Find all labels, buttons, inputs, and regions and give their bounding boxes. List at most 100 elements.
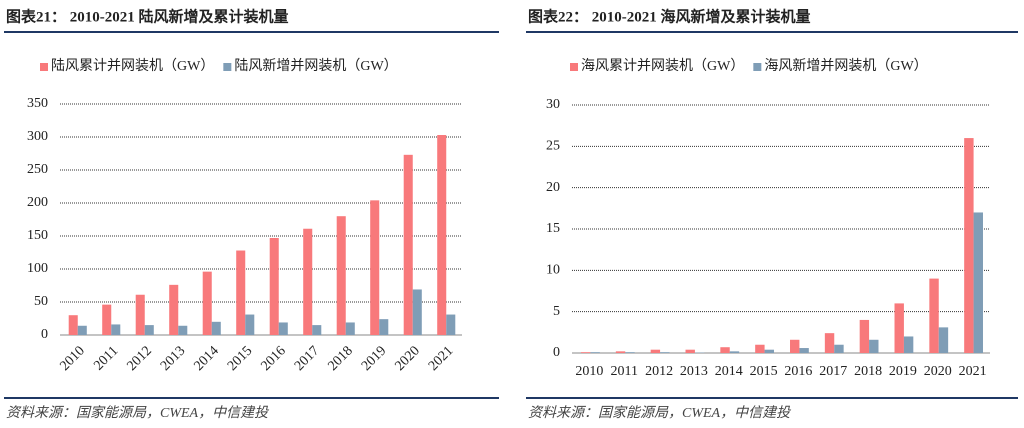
bar — [825, 333, 834, 353]
bar — [730, 351, 739, 353]
bar — [102, 305, 111, 335]
x-tick-label: 2015 — [225, 343, 255, 373]
bar — [616, 351, 625, 353]
x-tick-label: 2015 — [750, 364, 778, 379]
x-tick-label: 2019 — [889, 364, 917, 379]
y-tick-label: 350 — [27, 96, 48, 111]
x-tick-label: 2011 — [91, 343, 121, 373]
x-tick-label: 2021 — [426, 343, 456, 373]
bar — [279, 322, 288, 335]
x-tick-label: 2010 — [57, 343, 87, 373]
bar — [236, 251, 245, 335]
x-tick-label: 2011 — [611, 364, 638, 379]
bar — [69, 315, 78, 335]
bar — [686, 350, 695, 353]
chart-title: 图表22： 2010-2021 海风新增及累计装机量 — [528, 7, 811, 25]
bar — [303, 229, 312, 335]
bar — [404, 155, 413, 335]
x-tick-label: 2019 — [359, 343, 389, 373]
x-tick-label: 2013 — [680, 364, 708, 379]
chart-title: 图表21： 2010-2021 陆风新增及累计装机量 — [6, 7, 289, 25]
x-tick-label: 2014 — [191, 343, 221, 373]
bar — [904, 336, 913, 353]
y-tick-label: 250 — [27, 162, 48, 177]
x-tick-label: 2018 — [854, 364, 882, 379]
y-tick-label: 50 — [34, 294, 48, 309]
y-tick-label: 0 — [553, 345, 560, 360]
bar — [446, 315, 455, 335]
bar — [790, 340, 799, 353]
legend-swatch — [570, 63, 578, 71]
bar — [869, 340, 878, 353]
y-tick-label: 300 — [27, 129, 48, 144]
bar — [169, 285, 178, 335]
y-tick-label: 30 — [546, 97, 560, 112]
bar — [78, 326, 87, 335]
bar — [581, 352, 590, 353]
bar — [834, 345, 843, 353]
bar — [312, 325, 321, 335]
x-tick-label: 2018 — [325, 343, 355, 373]
y-tick-label: 150 — [27, 228, 48, 243]
bar — [755, 345, 764, 353]
x-tick-label: 2021 — [959, 364, 987, 379]
legend-swatch — [753, 63, 761, 71]
x-tick-label: 2016 — [258, 343, 288, 373]
bar — [939, 327, 948, 353]
bar — [651, 350, 660, 353]
legend-label: 陆风累计并网装机（GW） — [51, 58, 214, 74]
y-tick-label: 10 — [546, 263, 560, 278]
x-tick-label: 2010 — [575, 364, 603, 379]
y-tick-label: 200 — [27, 195, 48, 210]
x-tick-label: 2012 — [645, 364, 673, 379]
title-rule — [526, 31, 1018, 33]
bar — [590, 352, 599, 353]
bar — [145, 325, 154, 335]
bar — [337, 216, 346, 335]
legend-label: 海风新增并网装机（GW） — [764, 58, 927, 74]
y-tick-label: 25 — [546, 139, 560, 154]
bar — [370, 200, 379, 335]
bar — [212, 322, 221, 335]
bar — [245, 315, 254, 335]
legend-label: 陆风新增并网装机（GW） — [234, 58, 397, 74]
x-tick-label: 2016 — [784, 364, 812, 379]
x-tick-label: 2013 — [158, 343, 188, 373]
x-tick-label: 2012 — [124, 343, 154, 373]
legend-label: 海风累计并网装机（GW） — [581, 58, 744, 74]
y-tick-label: 0 — [41, 327, 48, 342]
bar — [964, 138, 973, 353]
source-note: 资料来源：国家能源局，CWEA，中信建投 — [6, 405, 270, 421]
y-tick-label: 20 — [546, 180, 560, 195]
bottom-rule — [4, 397, 499, 399]
bar — [178, 326, 187, 335]
x-tick-label: 2020 — [924, 364, 952, 379]
bar — [346, 322, 355, 335]
bar — [660, 352, 669, 353]
title-rule — [4, 31, 499, 33]
bar — [625, 352, 634, 353]
bar — [720, 347, 729, 353]
bar — [765, 350, 774, 353]
bar — [270, 238, 279, 335]
bar — [974, 212, 983, 353]
x-tick-label: 2017 — [292, 343, 322, 373]
bar — [437, 135, 446, 335]
source-note: 资料来源：国家能源局，CWEA，中信建投 — [528, 405, 792, 421]
y-tick-label: 100 — [27, 261, 48, 276]
bar — [136, 295, 145, 335]
bar — [203, 272, 212, 335]
bar — [895, 303, 904, 353]
y-tick-label: 5 — [553, 304, 560, 319]
x-tick-label: 2017 — [819, 364, 847, 379]
bar — [799, 348, 808, 353]
legend-swatch — [40, 63, 48, 71]
y-tick-label: 15 — [546, 221, 560, 236]
bar — [379, 319, 388, 335]
legend-swatch — [223, 63, 231, 71]
bar — [111, 324, 120, 335]
bar — [413, 289, 422, 335]
bar — [929, 279, 938, 353]
